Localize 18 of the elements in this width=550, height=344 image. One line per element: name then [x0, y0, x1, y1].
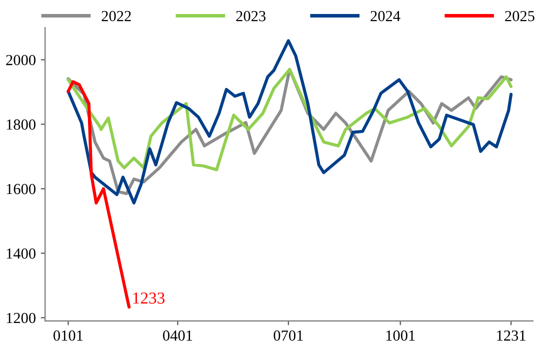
y-tick-label: 1800: [6, 119, 36, 130]
x-tick-label: 1001: [386, 330, 415, 341]
y-tick-label: 1400: [6, 248, 36, 259]
line-series: [66, 80, 131, 309]
legend-label: 2023: [236, 10, 266, 22]
x-tick-label: 0401: [163, 330, 192, 341]
y-tick-label: 2000: [6, 54, 36, 66]
annotation: 1233: [133, 292, 165, 304]
y-tick-label: 1200: [6, 312, 36, 324]
legend-label: 2025: [505, 10, 534, 22]
x-tick-label: 0101: [54, 330, 83, 341]
legend-label: 2024: [370, 10, 400, 22]
line-series: [66, 39, 513, 204]
legend-label: 2022: [102, 10, 131, 22]
line-series: [66, 68, 513, 172]
y-tick-label: 1600: [6, 184, 36, 194]
x-tick-label: 1231: [497, 330, 526, 341]
x-tick-label: 0701: [274, 330, 303, 341]
